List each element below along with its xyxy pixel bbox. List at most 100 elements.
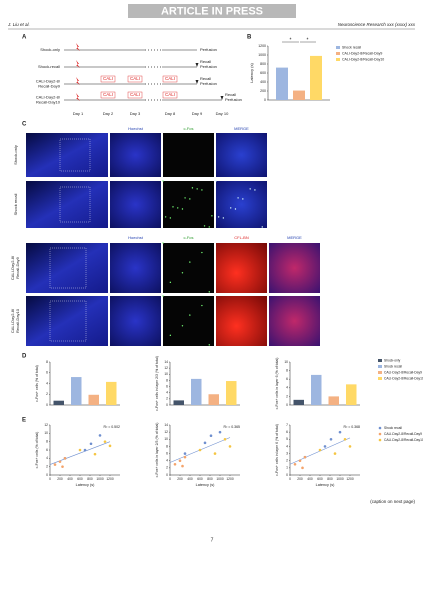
bar <box>53 400 64 405</box>
y-tick-label: 400 <box>260 80 266 84</box>
legend-label: CALI-Day2-8/Recall-Day9 <box>384 370 422 374</box>
bar <box>173 400 184 405</box>
y-tick-label: 14 <box>164 360 168 364</box>
row-label: Shock-only <box>40 47 60 52</box>
cell-signal <box>254 189 256 191</box>
x-tick-label: 800 <box>87 477 93 481</box>
y-tick-label: 10 <box>44 431 48 435</box>
cell-signal <box>237 197 239 199</box>
x-tick-label: 1000 <box>96 477 104 481</box>
panel-label: C <box>22 122 27 128</box>
x-tick-label: 0 <box>49 477 51 481</box>
bar <box>71 377 82 405</box>
bar <box>208 394 219 405</box>
y-tick-label: 6 <box>166 384 168 388</box>
y-axis-label: c-Fos+ cells in layer 2/3 (% of total) <box>155 356 159 411</box>
cali-label: CALI <box>103 92 113 97</box>
y-tick-label: 2 <box>286 394 288 398</box>
y-axis-label: c-Fos+ cells (% of total) <box>35 432 39 469</box>
point <box>61 465 64 468</box>
y-tick-label: 6 <box>46 371 48 375</box>
y-tick-label: 6 <box>286 377 288 381</box>
bar <box>311 374 322 405</box>
cell-signal <box>189 198 191 200</box>
y-axis-label: c-Fos+ cells in layer 6 (% of total) <box>275 358 279 410</box>
cell-signal <box>217 216 220 218</box>
banner <box>128 4 296 18</box>
cali-label: CALI <box>130 92 140 97</box>
point <box>298 459 302 463</box>
day-label: Day 1 <box>73 111 84 116</box>
point <box>213 452 217 455</box>
roi-box <box>49 247 87 289</box>
legend-swatch <box>336 58 340 61</box>
cali-box <box>127 91 143 99</box>
x-axis-label: Latency (s) <box>196 483 216 487</box>
y-tick-label: 10 <box>164 437 168 441</box>
significance: * <box>307 37 309 43</box>
perfusion-label: Perfusion <box>200 81 217 86</box>
cell-signal <box>162 242 164 244</box>
legend-swatch <box>378 377 382 380</box>
y-tick-label: 2 <box>166 397 168 401</box>
row-label: Recall-Day10 <box>36 100 61 105</box>
x-tick-label: 600 <box>197 477 203 481</box>
y-tick-label: 0 <box>166 473 168 477</box>
micrograph <box>269 243 320 293</box>
cell-signal <box>208 226 210 228</box>
y-tick-label: 12 <box>164 366 168 370</box>
y-tick-label: 10 <box>284 360 288 364</box>
bar <box>88 394 99 405</box>
micrograph <box>163 243 214 293</box>
r-squared: R² = 0.502 <box>104 425 120 429</box>
y-tick-label: 600 <box>260 71 266 75</box>
y-axis-label: c-Fos+ cells (% of total) <box>35 365 39 402</box>
roi-box <box>49 300 87 342</box>
point <box>338 430 342 434</box>
micrograph <box>163 296 214 346</box>
row-label: Recall-Day10 <box>15 308 20 333</box>
cell-signal <box>177 207 179 209</box>
legend-swatch <box>336 52 340 55</box>
legend-label: CALI-Day2-8/Recall-Day9 <box>384 432 422 436</box>
y-tick-label: 0 <box>166 403 168 407</box>
y-tick-label: 0 <box>46 403 48 407</box>
point <box>78 448 82 452</box>
point <box>329 437 333 441</box>
point <box>178 459 182 463</box>
cali-box <box>162 91 178 99</box>
row-label: CALI-Day2-8/ <box>10 308 15 333</box>
micrograph <box>163 181 214 228</box>
cali-label: CALI <box>165 76 175 81</box>
cali-box <box>162 75 178 83</box>
x-tick-label: 0 <box>289 477 291 481</box>
y-tick-label: 5 <box>286 437 288 441</box>
micrograph <box>216 133 267 177</box>
cell-signal <box>162 295 164 297</box>
y-tick-label: 6 <box>166 451 168 455</box>
point <box>198 448 202 452</box>
bar <box>106 381 117 405</box>
cali-label: CALI <box>165 92 175 97</box>
y-tick-label: 6 <box>286 430 288 434</box>
legend-swatch <box>378 359 382 362</box>
column-label: Hoechst <box>128 126 144 131</box>
cell-signal <box>189 314 191 316</box>
y-tick-label: 7 <box>286 423 288 427</box>
cell-signal <box>172 206 174 208</box>
cell-signal <box>196 188 198 190</box>
y-tick-label: 6 <box>46 448 48 452</box>
y-tick-label: 1 <box>286 466 288 470</box>
cell-signal <box>242 198 244 200</box>
significance: * <box>290 37 292 43</box>
panel-label: E <box>22 418 26 424</box>
point <box>228 445 232 448</box>
roi-box <box>59 138 91 172</box>
cell-signal <box>189 261 191 263</box>
point <box>63 457 67 460</box>
point <box>183 452 187 455</box>
y-tick-label: 8 <box>286 368 288 372</box>
cell-signal <box>181 208 184 210</box>
column-label: CFL-BN <box>234 235 249 240</box>
